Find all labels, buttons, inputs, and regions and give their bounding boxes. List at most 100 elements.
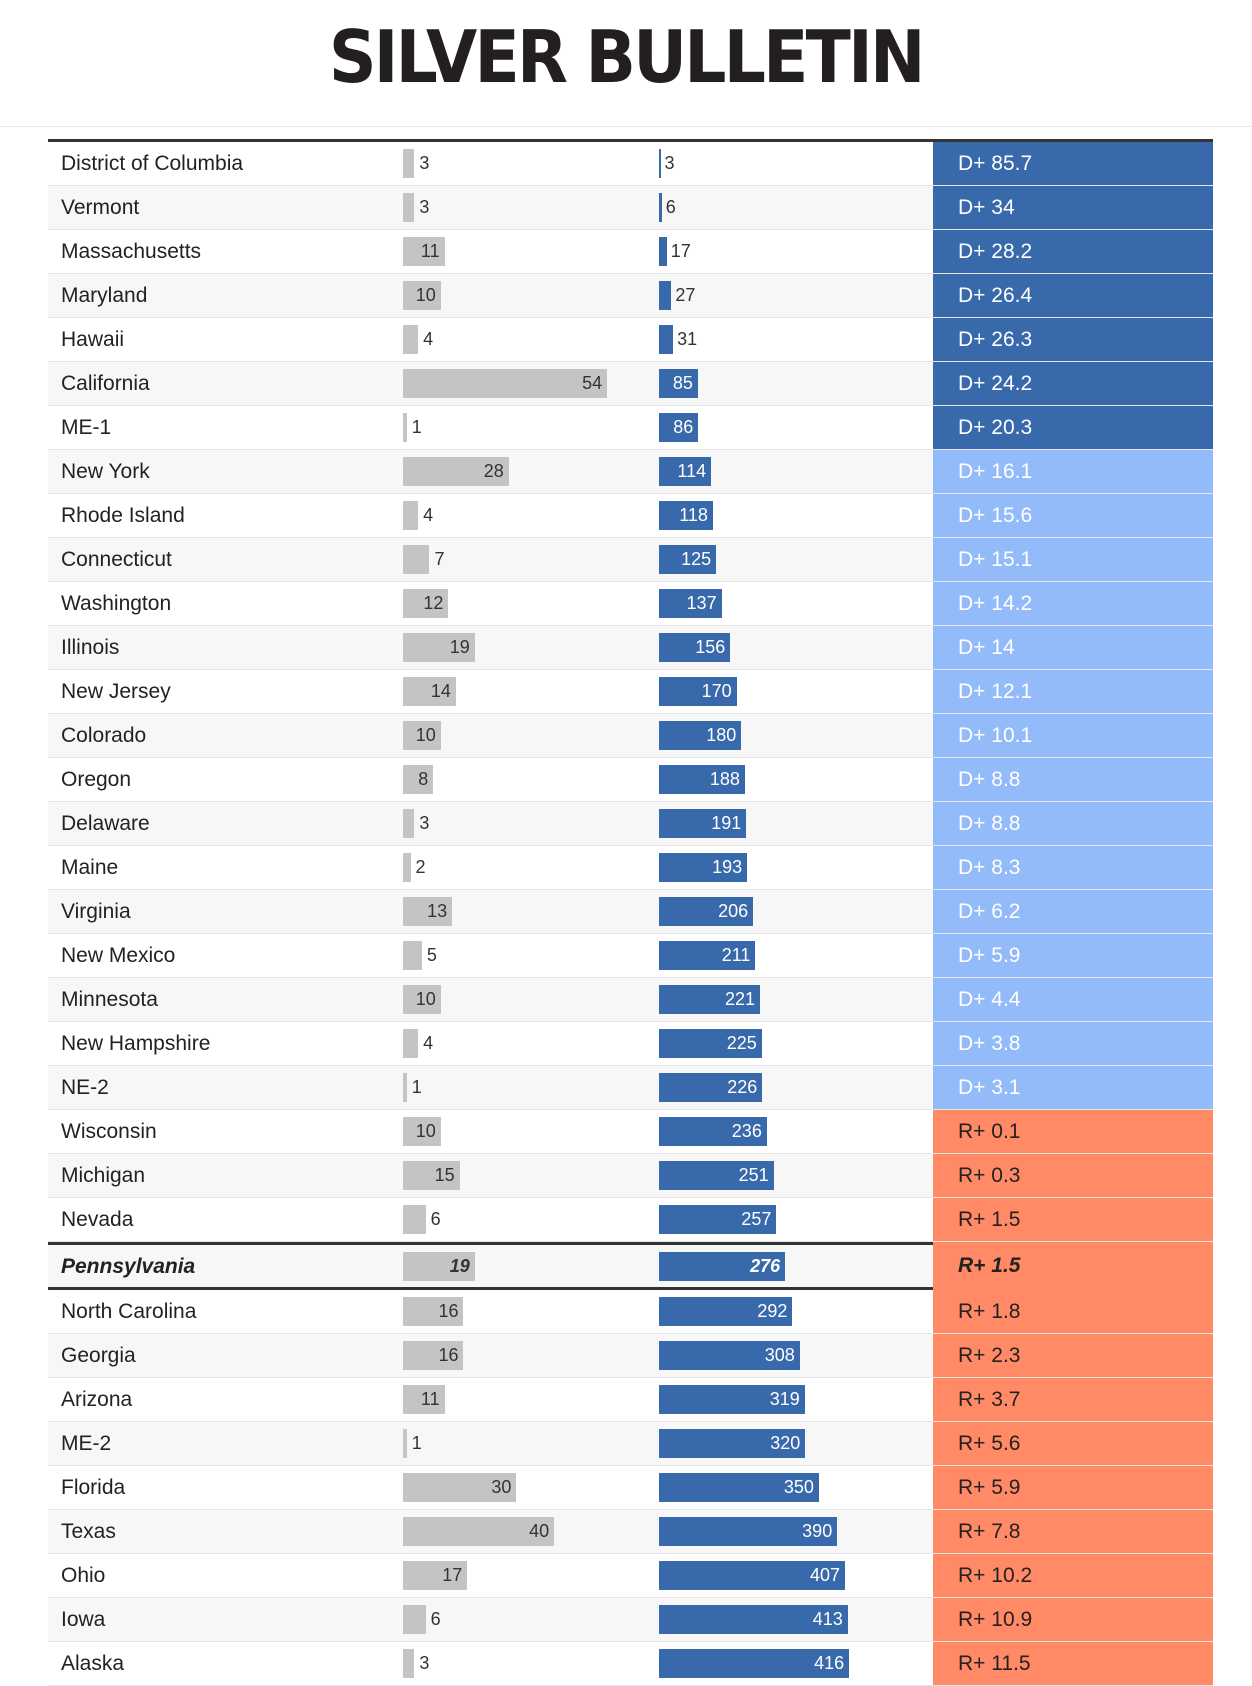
cumulative-votes-label: 6 <box>665 197 676 217</box>
cumulative-votes-label: 188 <box>709 769 740 789</box>
electoral-votes-label: 54 <box>582 373 603 393</box>
margin-cell: D+ 85.7 <box>933 142 1213 185</box>
cumulative-votes-bar <box>659 1429 806 1458</box>
margin-cell: D+ 28.2 <box>933 230 1213 273</box>
margin-cell: R+ 2.3 <box>933 1334 1213 1377</box>
margin-cell: R+ 1.5 <box>933 1198 1213 1241</box>
margin-cell: R+ 10.9 <box>933 1598 1213 1641</box>
electoral-votes-bar <box>403 457 509 486</box>
cumulative-votes-bar <box>659 809 747 838</box>
electoral-votes-label: 7 <box>434 549 445 569</box>
electoral-votes-bar <box>403 1517 555 1546</box>
state-name: Florida <box>61 1476 126 1499</box>
state-name: New Hampshire <box>61 1032 211 1055</box>
state-name: Texas <box>61 1520 116 1543</box>
electoral-votes-label: 5 <box>426 945 437 965</box>
electoral-votes-label: 17 <box>442 1565 463 1585</box>
table-row: Arizona 11 319 R+ 3.7 <box>48 1378 1213 1422</box>
electoral-votes-label: 3 <box>419 813 430 833</box>
table-row: Virginia 13 206 D+ 6.2 <box>48 890 1213 934</box>
table-row: Iowa 6 413 R+ 10.9 <box>48 1598 1213 1642</box>
cumulative-votes-bar <box>659 193 662 222</box>
state-name: NE-2 <box>61 1076 109 1099</box>
electoral-votes-bar <box>403 765 434 794</box>
cumulative-votes-bar <box>659 633 731 662</box>
electoral-votes-bar <box>403 721 441 750</box>
cumulative-votes-label: 180 <box>706 725 737 745</box>
table-row: Colorado 10 180 D+ 10.1 <box>48 714 1213 758</box>
electoral-votes-bar <box>403 677 456 706</box>
electoral-votes-bar <box>403 281 441 310</box>
electoral-votes-bar <box>403 897 453 926</box>
cumulative-votes-label: 416 <box>814 1653 845 1673</box>
silver-bulletin-logo[interactable]: SILVER BULLETIN <box>329 15 926 99</box>
cumulative-votes-label: 413 <box>812 1609 843 1629</box>
state-name: Arizona <box>61 1388 133 1411</box>
cumulative-votes-label: 236 <box>731 1121 762 1141</box>
cumulative-votes-label: 156 <box>695 637 726 657</box>
margin-cell: D+ 5.9 <box>933 934 1213 977</box>
margin-cell: D+ 4.4 <box>933 978 1213 1021</box>
electoral-votes-bar <box>403 985 441 1014</box>
electoral-votes-label: 1 <box>411 417 422 437</box>
table-row: New Mexico 5 211 D+ 5.9 <box>48 934 1213 978</box>
electoral-votes-bar <box>403 1561 468 1590</box>
electoral-votes-label: 6 <box>430 1609 441 1629</box>
electoral-votes-bar <box>403 545 430 574</box>
margin-cell: D+ 6.2 <box>933 890 1213 933</box>
electoral-votes-bar <box>403 809 415 838</box>
state-name: New York <box>61 460 150 483</box>
electoral-votes-bar <box>403 1649 415 1678</box>
cumulative-votes-bar <box>659 1161 774 1190</box>
state-name: ME-1 <box>61 416 112 439</box>
cumulative-votes-bar <box>659 325 674 354</box>
cumulative-votes-label: 221 <box>724 989 755 1009</box>
cumulative-votes-bar <box>659 237 667 266</box>
margin-cell: R+ 11.5 <box>933 1642 1213 1685</box>
state-name: Minnesota <box>61 988 158 1011</box>
state-name: Alaska <box>61 1652 125 1675</box>
margin-cell: D+ 34 <box>933 186 1213 229</box>
table-row: ME-1 1 86 D+ 20.3 <box>48 406 1213 450</box>
electoral-votes-label: 2 <box>415 857 426 877</box>
state-name: Pennsylvania <box>61 1255 196 1278</box>
margin-cell: D+ 26.3 <box>933 318 1213 361</box>
state-name: Delaware <box>61 812 150 835</box>
cumulative-votes-label: 17 <box>670 241 691 261</box>
electoral-votes-bar <box>403 941 422 970</box>
margin-cell: D+ 16.1 <box>933 450 1213 493</box>
cumulative-votes-bar <box>659 897 754 926</box>
state-name: Colorado <box>61 724 147 747</box>
electoral-votes-bar <box>403 1117 441 1146</box>
table-row: Georgia 16 308 R+ 2.3 <box>48 1334 1213 1378</box>
electoral-votes-bar <box>403 853 411 882</box>
state-name: North Carolina <box>61 1300 197 1323</box>
electoral-votes-bar <box>403 1385 445 1414</box>
cumulative-votes-label: 114 <box>677 461 707 481</box>
cumulative-votes-label: 85 <box>672 373 693 393</box>
electoral-votes-label: 6 <box>430 1209 441 1229</box>
table-row: Minnesota 10 221 D+ 4.4 <box>48 978 1213 1022</box>
electoral-votes-label: 11 <box>420 241 440 261</box>
electoral-votes-bar <box>403 237 445 266</box>
cumulative-votes-bar <box>659 1297 793 1326</box>
margin-cell: D+ 15.1 <box>933 538 1213 581</box>
margin-cell: R+ 0.1 <box>933 1110 1213 1153</box>
table-row: Alaska 3 416 R+ 11.5 <box>48 1642 1213 1686</box>
electoral-votes-bar <box>403 1473 517 1502</box>
table-row: NE-2 1 226 D+ 3.1 <box>48 1066 1213 1110</box>
table-row: New Jersey 14 170 D+ 12.1 <box>48 670 1213 714</box>
electoral-votes-label: 3 <box>419 197 430 217</box>
state-name: Washington <box>61 592 172 615</box>
margin-cell: D+ 12.1 <box>933 670 1213 713</box>
electoral-votes-label: 10 <box>415 1121 436 1141</box>
cumulative-votes-label: 251 <box>738 1165 769 1185</box>
cumulative-votes-label: 276 <box>750 1256 781 1276</box>
electoral-votes-bar <box>403 325 419 354</box>
table-row: Connecticut 7 125 D+ 15.1 <box>48 538 1213 582</box>
table-row: Illinois 19 156 D+ 14 <box>48 626 1213 670</box>
cumulative-votes-bar <box>659 281 672 310</box>
table-row: Pennsylvania 19 276 R+ 1.5 <box>48 1242 1213 1290</box>
electoral-votes-label: 16 <box>438 1345 459 1365</box>
cumulative-votes-bar <box>659 457 712 486</box>
